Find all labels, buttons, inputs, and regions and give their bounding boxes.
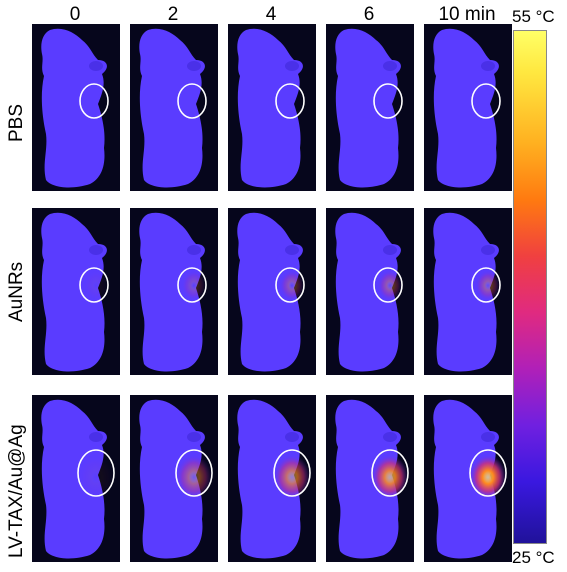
heat-spot — [476, 269, 500, 299]
tumor-ring — [371, 449, 409, 497]
heat-spot — [372, 453, 408, 497]
mouse-ear — [383, 61, 397, 71]
tumor-ring — [373, 83, 403, 119]
mouse-ear — [285, 245, 299, 255]
tumor-ring — [177, 267, 207, 303]
mouse-ear — [285, 61, 299, 71]
thermal-panel-r2-c3 — [326, 395, 414, 562]
mouse-silhouette — [335, 28, 401, 188]
mouse-silhouette — [41, 28, 107, 188]
mouse-ear — [383, 432, 397, 442]
mouse-silhouette — [433, 28, 499, 188]
thermal-panel-r1-c0 — [32, 208, 120, 375]
mouse-ear — [89, 245, 103, 255]
heat-spot — [182, 269, 206, 299]
thermal-panel-r0-c1 — [130, 24, 218, 191]
heat-spot — [78, 453, 114, 497]
mouse-ear — [481, 245, 495, 255]
thermal-panel-r2-c2 — [228, 395, 316, 562]
tumor-ring — [373, 267, 403, 303]
heat-spot — [176, 453, 212, 497]
thermal-panel-r1-c2 — [228, 208, 316, 375]
mouse-ear — [187, 432, 201, 442]
mouse-ear — [89, 432, 103, 442]
mouse-silhouette — [237, 28, 303, 188]
heat-spot — [84, 269, 108, 299]
thermal-panel-r1-c1 — [130, 208, 218, 375]
mouse-ear — [187, 245, 201, 255]
col-label-6: 6 — [363, 4, 375, 25]
tumor-ring — [275, 267, 305, 303]
row-label-pbs: PBS — [6, 103, 27, 142]
tumor-ring — [275, 83, 305, 119]
colorbar-min-label: 25 °C — [512, 548, 555, 567]
tumor-ring — [79, 83, 109, 119]
col-label-2: 2 — [167, 4, 179, 25]
thermal-panel-r1-c4 — [424, 208, 512, 375]
temperature-colorbar — [513, 30, 547, 544]
mouse-ear — [89, 61, 103, 71]
tumor-ring — [175, 449, 213, 497]
tumor-ring — [273, 449, 311, 497]
tumor-ring — [177, 83, 207, 119]
mouse-silhouette — [139, 28, 205, 188]
thermal-panel-r2-c1 — [130, 395, 218, 562]
mouse-ear — [481, 61, 495, 71]
tumor-ring — [469, 449, 507, 497]
mouse-ear — [383, 245, 397, 255]
col-label-10min: 10 min — [438, 4, 496, 25]
col-label-0: 0 — [69, 4, 81, 25]
thermal-panel-r0-c4 — [424, 24, 512, 191]
mouse-ear — [285, 432, 299, 442]
tumor-ring — [79, 267, 109, 303]
thermal-panel-r2-c0 — [32, 395, 120, 562]
tumor-ring — [471, 83, 501, 119]
mouse-ear — [481, 432, 495, 442]
colorbar-max-label: 55 °C — [512, 7, 555, 26]
mouse-ear — [187, 61, 201, 71]
tumor-ring — [77, 449, 115, 497]
heat-spot — [470, 453, 506, 497]
col-label-4: 4 — [265, 4, 277, 25]
thermal-panel-r2-c4 — [424, 395, 512, 562]
row-label-aunrs: AuNRs — [6, 261, 27, 322]
heat-spot — [274, 453, 310, 497]
row-label-lv-tax: LV-TAX/Au@Ag — [6, 424, 27, 558]
heat-spot — [280, 269, 304, 299]
thermal-panel-r1-c3 — [326, 208, 414, 375]
heat-spot — [378, 269, 402, 299]
thermal-panel-r0-c2 — [228, 24, 316, 191]
thermal-panel-r0-c3 — [326, 24, 414, 191]
tumor-ring — [471, 267, 501, 303]
thermal-panel-r0-c0 — [32, 24, 120, 191]
